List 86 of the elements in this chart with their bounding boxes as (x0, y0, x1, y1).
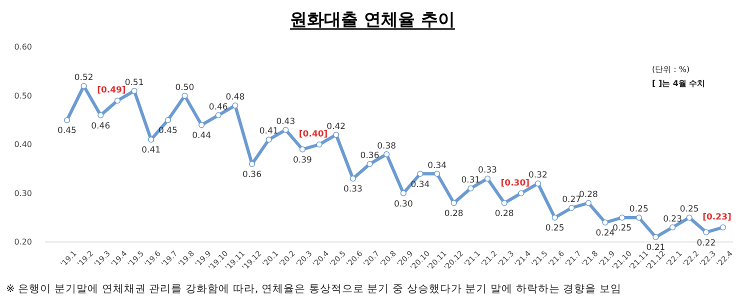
point (232, 102, 238, 109)
y-tick-label: 0.30 (14, 188, 32, 198)
data-label: 0.33 (478, 166, 497, 176)
data-label: 0.43 (276, 116, 296, 127)
point (468, 185, 474, 192)
data-label: 0.27 (562, 194, 582, 205)
point (164, 117, 171, 124)
data-label: 0.46 (208, 102, 228, 112)
data-label: 0.39 (293, 155, 312, 166)
point (248, 160, 256, 168)
point (131, 88, 138, 94)
point (434, 170, 440, 177)
point (148, 136, 154, 143)
data-label: 0.25 (680, 204, 699, 215)
annotation: [0.23] (702, 212, 732, 222)
point (652, 234, 659, 240)
point (333, 132, 340, 138)
point (266, 136, 272, 143)
annotation: [0.49] (97, 86, 126, 96)
data-label: 0.38 (377, 141, 396, 152)
data-label: 0.34 (410, 180, 430, 190)
point (518, 190, 524, 196)
annotation: (단위 : %) (652, 65, 690, 74)
data-label: 0.25 (545, 224, 564, 234)
data-label: 0.41 (142, 146, 161, 156)
data-label: 0.33 (343, 184, 362, 195)
data-label: 0.22 (696, 238, 716, 248)
point (400, 190, 406, 196)
data-label: 0.41 (259, 126, 278, 137)
data-label: 0.44 (192, 131, 212, 141)
point (450, 200, 457, 206)
point (568, 204, 575, 211)
point (552, 214, 558, 221)
point (686, 214, 692, 221)
point (282, 126, 289, 133)
point (198, 122, 205, 128)
point (366, 160, 373, 168)
point (215, 112, 222, 118)
data-label: 0.51 (124, 78, 144, 88)
point (602, 219, 608, 226)
point (384, 151, 390, 158)
point (636, 214, 642, 221)
data-label: 0.42 (326, 122, 346, 132)
point (703, 229, 710, 236)
data-label: 0.28 (494, 209, 514, 219)
annotation: [0.30] (500, 178, 530, 188)
data-label: 0.24 (596, 228, 615, 238)
annotation: [ ]는 4월 수치 (652, 79, 706, 88)
data-label: 0.46 (91, 121, 110, 132)
y-tick-label: 0.60 (14, 42, 32, 52)
point (534, 180, 542, 187)
data-label: 0.45 (58, 126, 76, 136)
data-label: 0.36 (242, 170, 262, 180)
point (501, 200, 508, 206)
annotation: [0.40] (298, 130, 328, 140)
point (720, 224, 726, 230)
point (619, 214, 626, 221)
point (98, 112, 104, 118)
point (585, 200, 592, 206)
point (350, 176, 356, 182)
point (484, 176, 491, 182)
point (417, 170, 424, 177)
data-label: 0.32 (528, 170, 548, 180)
y-tick-label: 0.20 (14, 238, 32, 247)
chart-title: 원화대출 연체율 추이 (290, 10, 455, 30)
data-label: 0.45 (158, 126, 178, 136)
y-tick-label: 0.40 (14, 140, 32, 150)
point (80, 82, 87, 90)
point (299, 146, 306, 152)
text: ※ 은행이 분기말에 연체채권 관리를 강화함에 따라, 연체율은 통상적으로 분기 중 상승했다가 분기 말에 하락하는 경향을 보임 (6, 283, 622, 295)
y-tick-label: 0.50 (14, 91, 32, 100)
point (316, 141, 322, 148)
point (64, 117, 70, 124)
data-label: 0.50 (175, 82, 194, 93)
point (114, 98, 121, 104)
data-label: 0.30 (394, 199, 413, 210)
data-label: 0.52 (74, 73, 94, 83)
data-label: 0.36 (360, 151, 380, 161)
data-label: 0.23 (663, 214, 682, 224)
data-label: 0.28 (444, 209, 464, 219)
data-label: 0.31 (461, 175, 480, 186)
data-label: 0.48 (226, 92, 245, 102)
data-label: 0.28 (578, 190, 598, 200)
point (669, 224, 676, 230)
data-label: 0.25 (629, 204, 648, 215)
data-label: 0.34 (428, 160, 447, 171)
